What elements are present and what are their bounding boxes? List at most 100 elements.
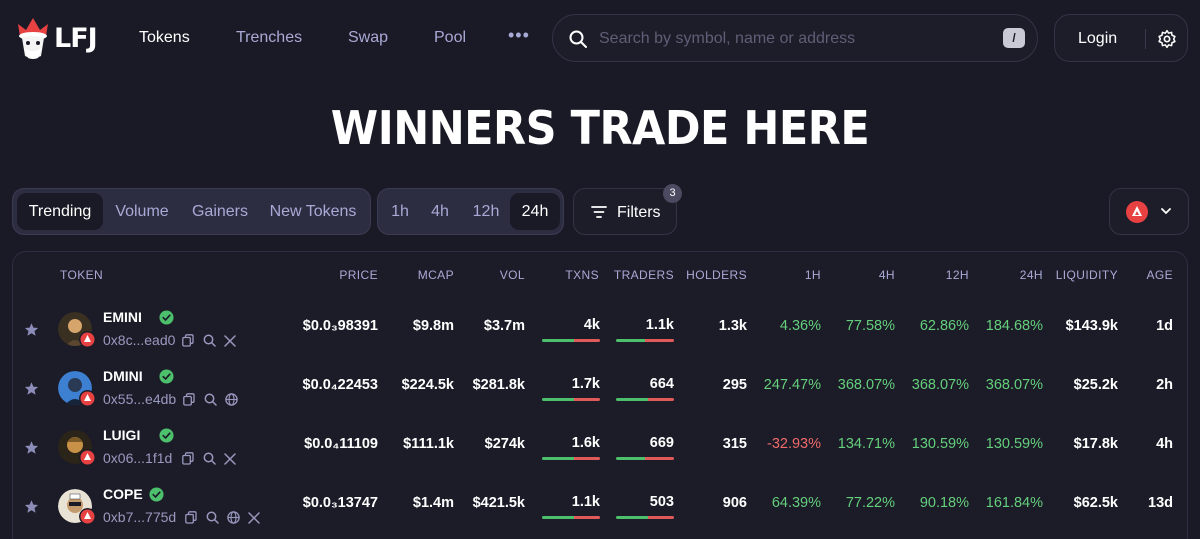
x-icon[interactable]: [224, 452, 236, 470]
col-header-age[interactable]: AGE: [1146, 268, 1173, 282]
cell-txns: 1.6k: [571, 435, 600, 451]
filters-label: Filters: [617, 204, 661, 221]
copy-icon[interactable]: [185, 511, 197, 529]
copy-icon[interactable]: [182, 334, 194, 352]
table-row[interactable]: [13, 0, 1187, 56]
cell-holders: 295: [722, 377, 747, 393]
cell-h12: 368.07%: [911, 377, 969, 393]
cell-h24: 368.07%: [985, 377, 1043, 393]
col-header-txns[interactable]: TXNS: [565, 268, 599, 282]
tab-12h[interactable]: 12h: [472, 203, 500, 220]
verified-badge-icon: [159, 369, 174, 384]
favorite-star-icon[interactable]: [24, 499, 39, 514]
avalanche-chain-icon: [79, 331, 96, 348]
cell-traders: 503: [649, 494, 674, 510]
cell-h24: 161.84%: [985, 495, 1043, 511]
txns-buy-fill: [542, 398, 574, 401]
copy-icon[interactable]: [183, 393, 195, 411]
traders-buy-sell-bar: [616, 339, 674, 342]
chain-selector[interactable]: [1109, 188, 1189, 235]
cell-h1: -32.93%: [766, 436, 821, 452]
nav-trenches[interactable]: Trenches: [236, 29, 303, 46]
login-button[interactable]: Login: [1078, 30, 1118, 47]
cell-h12: 130.59%: [911, 436, 969, 452]
col-header-4h[interactable]: 4H: [878, 268, 895, 282]
nav-tokens[interactable]: Tokens: [139, 29, 190, 46]
cell-vol: $3.7m: [483, 318, 525, 334]
nav-pool[interactable]: Pool: [434, 29, 467, 46]
cell-txns: 1.7k: [571, 376, 600, 392]
traders-buy-fill: [616, 398, 648, 401]
col-header-1h[interactable]: 1H: [804, 268, 821, 282]
cell-mcap: $9.8m: [412, 318, 454, 334]
col-header-vol[interactable]: VOL: [499, 268, 525, 282]
cell-h1: 64.39%: [771, 495, 821, 511]
token-address: 0xb7...775d: [103, 509, 177, 525]
time-range-tabs: 1h 4h 12h 24h: [377, 188, 564, 235]
token-address: 0x8c...ead0: [103, 332, 176, 348]
search-shortcut-key: /: [1003, 28, 1025, 48]
tab-24h[interactable]: 24h: [510, 193, 560, 230]
search-icon[interactable]: [203, 452, 216, 470]
globe-icon[interactable]: [225, 393, 238, 411]
favorite-star-icon[interactable]: [24, 440, 39, 455]
joe-mascot-icon: [18, 18, 48, 59]
col-header-24h[interactable]: 24H: [1019, 268, 1043, 282]
lfj-logo[interactable]: LFJ: [14, 16, 98, 60]
tab-volume[interactable]: Volume: [115, 203, 169, 220]
cell-txns: 4k: [583, 317, 600, 333]
tab-gainers[interactable]: Gainers: [191, 203, 249, 220]
cell-h4: 368.07%: [837, 377, 895, 393]
cell-liquidity: $143.9k: [1065, 318, 1118, 334]
token-name[interactable]: DMINI: [103, 368, 143, 384]
token-address: 0x55...e4db: [103, 391, 177, 407]
cell-liquidity: $25.2k: [1073, 377, 1118, 393]
favorite-star-icon[interactable]: [24, 381, 39, 396]
filters-count-badge: 3: [663, 184, 682, 203]
txns-sell-fill: [574, 457, 600, 460]
token-name[interactable]: COPE: [103, 486, 143, 502]
tab-1h[interactable]: 1h: [391, 203, 409, 220]
sort-tabs: Trending Volume Gainers New Tokens: [12, 188, 371, 235]
more-menu-icon[interactable]: •••: [508, 25, 530, 45]
avalanche-chain-icon: [79, 449, 96, 466]
search-bar[interactable]: /: [552, 14, 1038, 62]
gear-icon[interactable]: [1157, 29, 1177, 49]
tab-trending[interactable]: Trending: [17, 193, 103, 230]
x-icon[interactable]: [224, 334, 236, 352]
copy-icon[interactable]: [182, 452, 194, 470]
search-icon[interactable]: [204, 393, 217, 411]
cell-liquidity: $17.8k: [1073, 436, 1118, 452]
search-icon[interactable]: [206, 511, 219, 529]
tab-4h[interactable]: 4h: [431, 203, 449, 220]
verified-badge-icon: [149, 487, 164, 502]
search-icon: [569, 30, 587, 48]
col-header-price[interactable]: PRICE: [339, 268, 378, 282]
x-icon[interactable]: [248, 511, 260, 529]
cell-age: 13d: [1148, 495, 1173, 511]
globe-icon[interactable]: [227, 511, 240, 529]
cell-liquidity: $62.5k: [1073, 495, 1118, 511]
cell-traders: 664: [649, 376, 674, 392]
cell-txns: 1.1k: [571, 494, 600, 510]
nav-swap[interactable]: Swap: [348, 29, 389, 46]
chevron-down-icon: [1161, 208, 1171, 215]
tab-new-tokens[interactable]: New Tokens: [269, 203, 357, 220]
col-header-holders[interactable]: HOLDERS: [686, 268, 747, 282]
search-icon[interactable]: [203, 334, 216, 352]
cell-age: 1d: [1156, 318, 1173, 334]
token-name[interactable]: EMINI: [103, 309, 142, 325]
favorite-star-icon[interactable]: [24, 322, 39, 337]
col-header-token[interactable]: TOKEN: [60, 268, 104, 282]
col-header-traders[interactable]: TRADERS: [613, 268, 674, 282]
txns-buy-fill: [542, 339, 574, 342]
avalanche-icon: [1126, 201, 1148, 223]
token-name[interactable]: LUIGI: [103, 427, 141, 443]
search-input[interactable]: [599, 27, 979, 51]
col-header-12h[interactable]: 12H: [945, 268, 969, 282]
col-header-mcap[interactable]: MCAP: [417, 268, 454, 282]
cell-price: $0.0₃13747: [302, 495, 378, 511]
filters-button[interactable]: Filters: [573, 188, 677, 235]
verified-badge-icon: [159, 428, 174, 443]
col-header-liquidity[interactable]: LIQUIDITY: [1055, 268, 1118, 282]
